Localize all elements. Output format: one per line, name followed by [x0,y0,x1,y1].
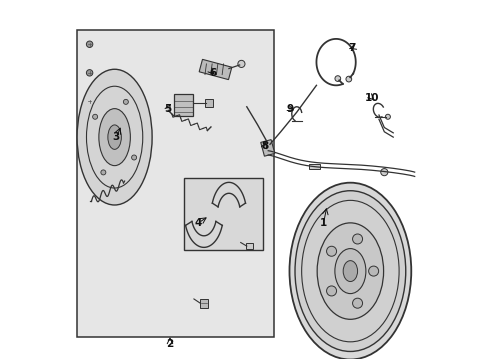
Text: 6: 6 [209,68,217,78]
Bar [184,178,263,249]
Ellipse shape [77,69,152,205]
Circle shape [346,76,352,82]
Bar [261,140,275,156]
Text: 10: 10 [365,93,379,103]
Text: 4: 4 [195,218,202,228]
Ellipse shape [295,191,406,351]
Circle shape [326,246,337,256]
Text: 8: 8 [261,141,268,151]
Ellipse shape [290,183,411,360]
Bar [77,30,273,337]
Ellipse shape [99,109,130,166]
Ellipse shape [108,125,122,149]
Text: 7: 7 [348,43,356,53]
Circle shape [86,98,93,105]
Circle shape [123,99,128,104]
Bar [200,299,208,307]
Ellipse shape [335,249,366,294]
Bar [173,94,193,116]
Text: 5: 5 [165,104,172,113]
Circle shape [386,114,391,119]
Circle shape [353,234,363,244]
Circle shape [353,298,363,308]
Circle shape [86,69,93,76]
Circle shape [368,266,379,276]
Text: 1: 1 [320,218,327,228]
Text: 3: 3 [113,132,120,142]
Ellipse shape [86,86,143,188]
Bar [199,59,232,80]
Circle shape [335,76,341,81]
Circle shape [93,114,98,119]
Ellipse shape [302,201,399,342]
Ellipse shape [317,223,384,319]
Circle shape [238,60,245,67]
Circle shape [132,155,137,160]
Bar [309,163,320,169]
Circle shape [86,41,93,48]
Circle shape [381,168,388,176]
Ellipse shape [343,261,358,282]
Text: 9: 9 [286,104,293,113]
Circle shape [101,170,106,175]
Bar [205,99,213,108]
Text: 2: 2 [167,339,173,349]
Bar [246,243,253,249]
Circle shape [326,286,337,296]
